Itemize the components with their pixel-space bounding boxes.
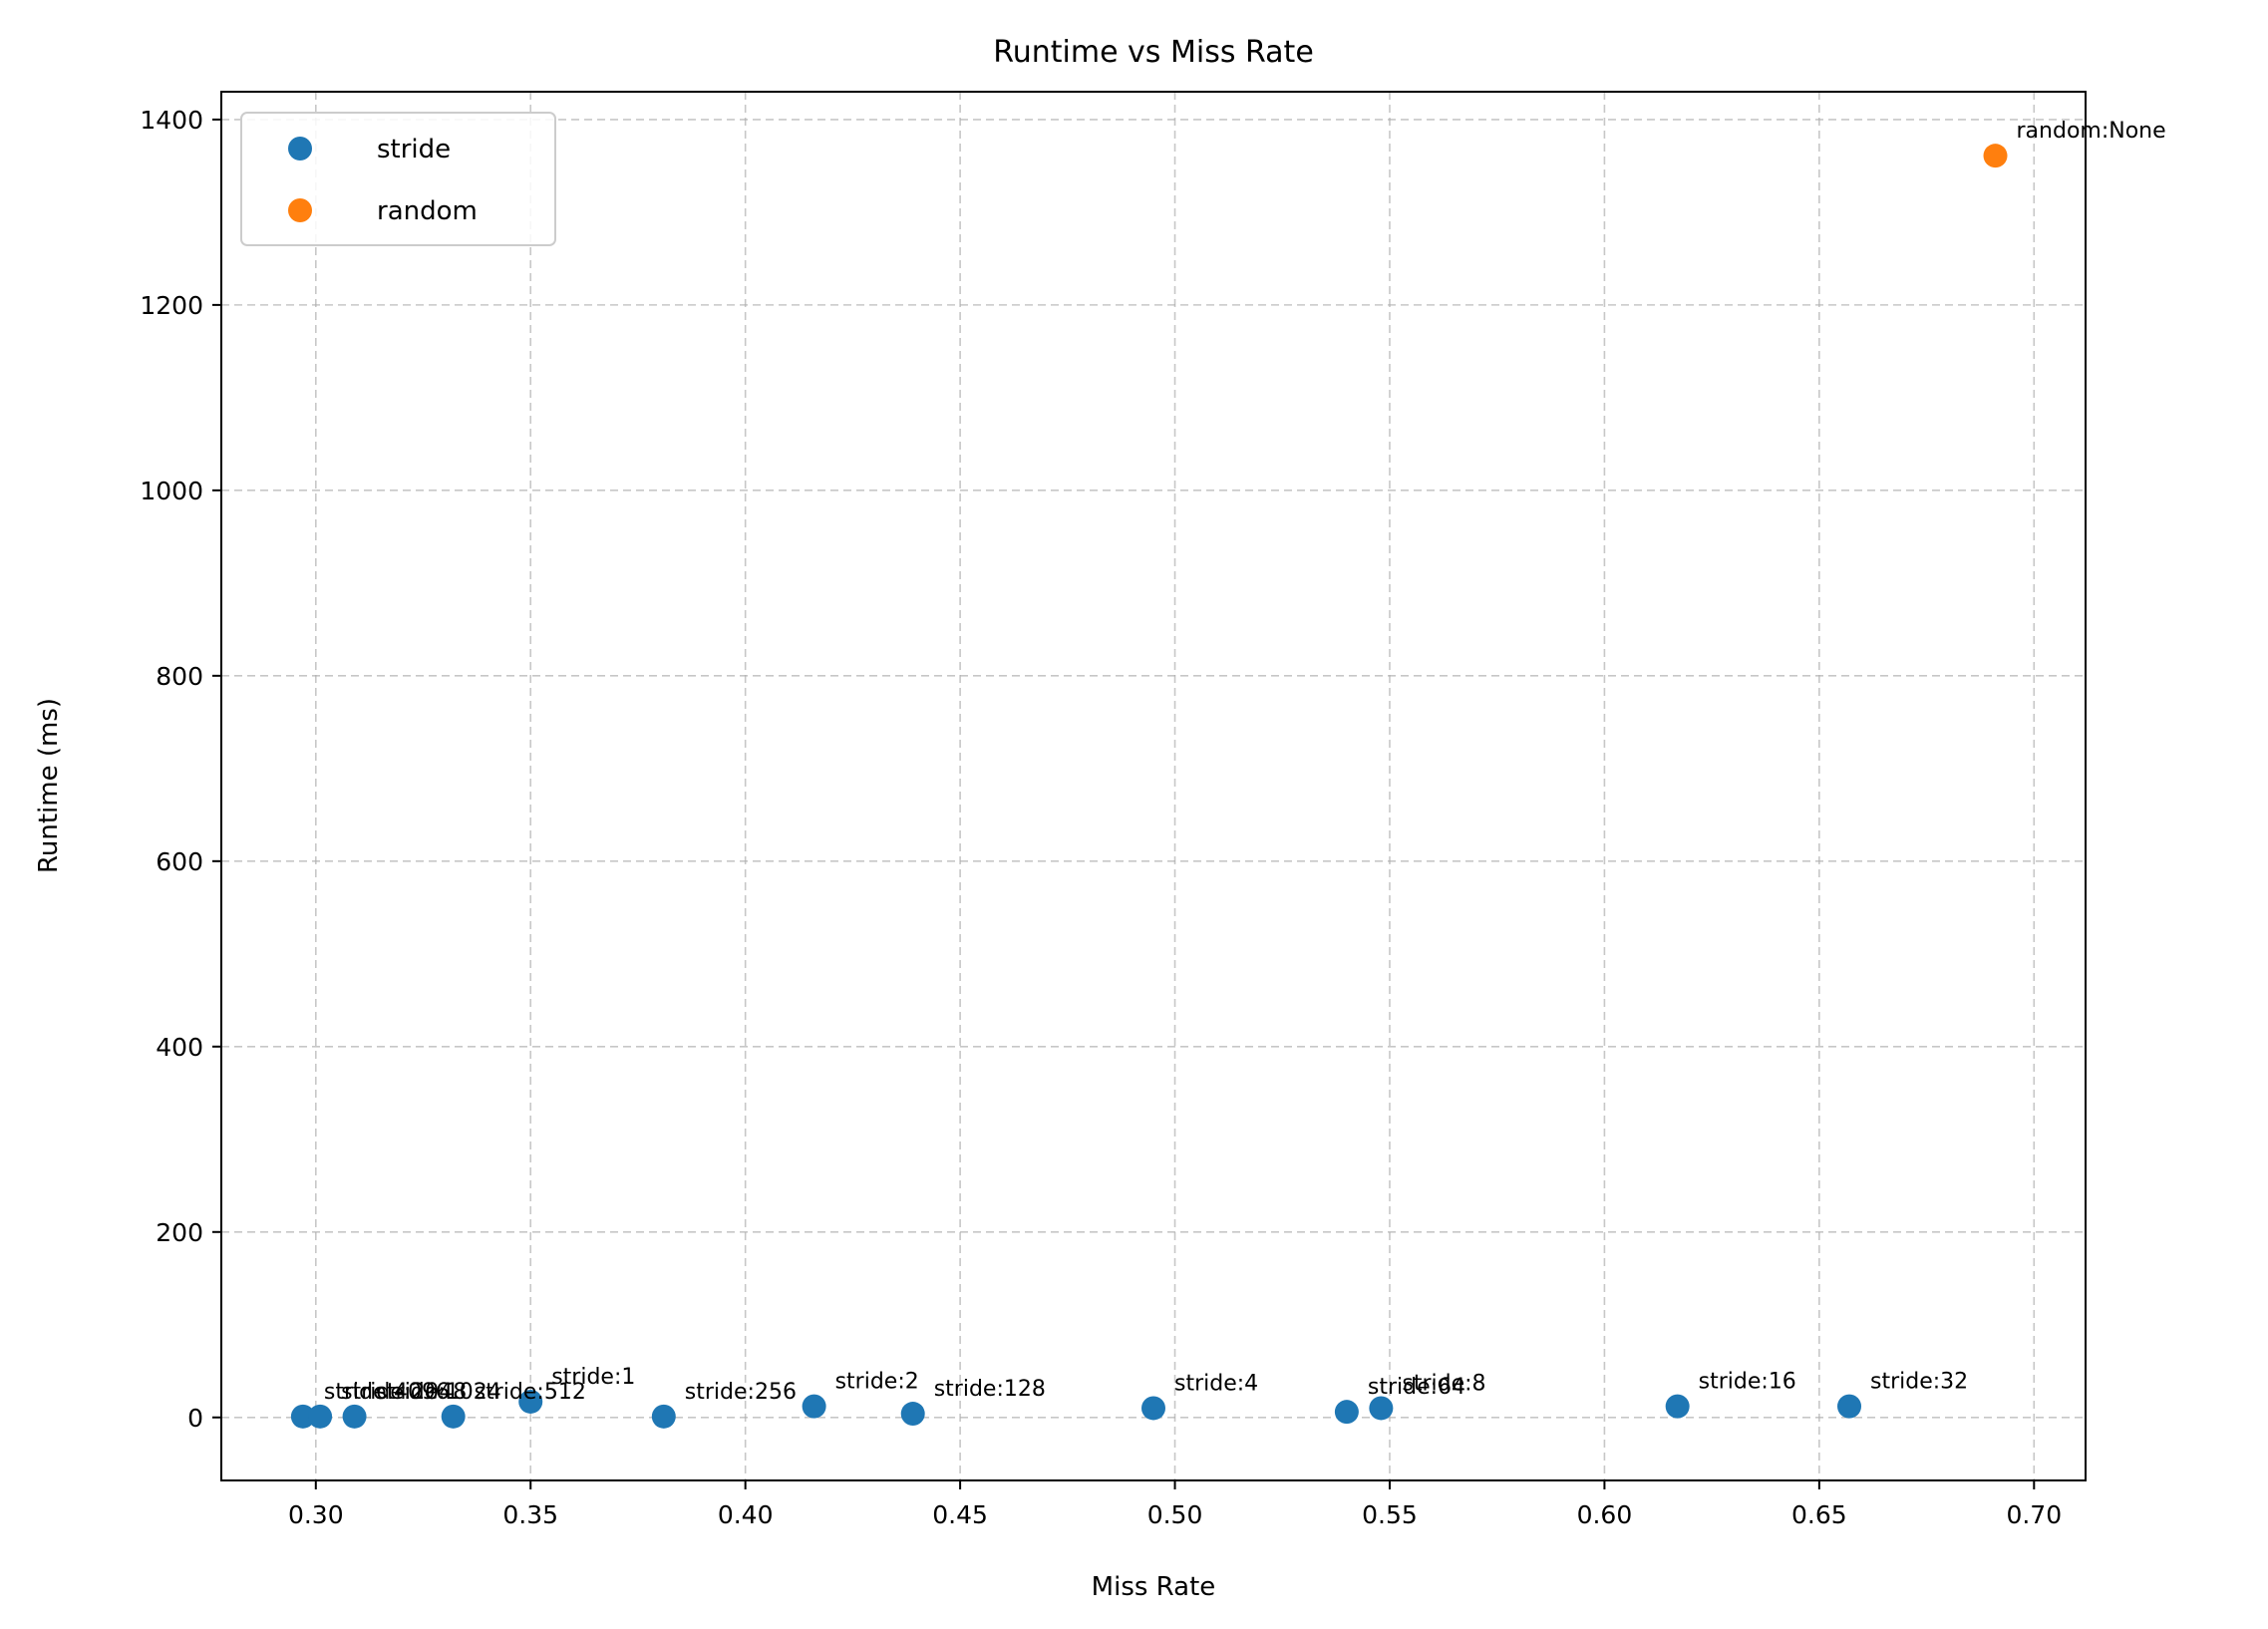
- point-annotation: stride:1: [551, 1365, 635, 1390]
- point-annotation: stride:4: [1174, 1371, 1258, 1396]
- y-tick-label: 1000: [140, 477, 203, 505]
- point-annotation: stride:16: [1699, 1370, 1796, 1395]
- scatter-point-stride: [802, 1394, 826, 1419]
- x-tick-label: 0.60: [1577, 1500, 1633, 1529]
- plot-area-frame: [220, 91, 2087, 1481]
- x-tick-label: 0.30: [288, 1500, 344, 1529]
- y-tick-label: 1400: [140, 106, 203, 135]
- y-tick-label: 400: [156, 1033, 203, 1062]
- scatter-point-stride: [308, 1404, 333, 1429]
- y-tick-label: 200: [156, 1218, 203, 1247]
- scatter-point-stride: [518, 1389, 543, 1414]
- x-tick-label: 0.65: [1791, 1500, 1847, 1529]
- x-tick-label: 0.70: [2006, 1500, 2062, 1529]
- x-tick-label: 0.35: [502, 1500, 558, 1529]
- scatter-point-stride: [651, 1404, 676, 1429]
- scatter-point-stride: [1369, 1396, 1394, 1421]
- point-annotation: stride:128: [934, 1377, 1046, 1402]
- x-tick-label: 0.45: [932, 1500, 988, 1529]
- point-annotation: random:None: [2017, 119, 2166, 144]
- legend-label-stride: stride: [377, 135, 451, 164]
- scatter-point-stride: [900, 1402, 925, 1427]
- legend-label-random: random: [377, 196, 478, 226]
- point-annotation: stride:2048: [341, 1380, 467, 1405]
- scatter-point-stride: [441, 1404, 466, 1429]
- point-annotation: stride:512: [475, 1380, 586, 1405]
- data-points: [290, 144, 2008, 1429]
- x-tick-label: 0.40: [718, 1500, 774, 1529]
- legend-marker-random: [288, 198, 312, 222]
- y-tick-label: 800: [156, 662, 203, 691]
- x-axis-ticks: 0.30 0.35 0.40 0.45 0.50 0.55 0.60 0.65 0.70: [288, 1480, 2062, 1529]
- y-axis-label: Runtime (ms): [34, 698, 64, 873]
- scatter-point-random: [1983, 144, 2008, 168]
- point-annotation: stride:8: [1402, 1371, 1485, 1396]
- point-annotation: stride:256: [685, 1380, 797, 1405]
- x-tick-label: 0.50: [1147, 1500, 1203, 1529]
- y-tick-label: 1200: [140, 291, 203, 320]
- legend-marker-stride: [288, 137, 312, 161]
- scatter-point-stride: [290, 1404, 315, 1429]
- y-tick-label: 0: [187, 1404, 203, 1433]
- point-annotation: stride:64: [1368, 1375, 1465, 1400]
- point-annotation: stride:32: [1870, 1370, 1968, 1395]
- point-annotations: stride:4096stride:2048stride:1024stride:…: [324, 119, 2166, 1405]
- scatter-point-stride: [1334, 1400, 1359, 1425]
- point-annotation: stride:4096: [324, 1380, 450, 1405]
- y-axis-ticks: 0 200 400 600 800 1000 1200 1400: [140, 106, 221, 1433]
- point-annotation: stride:1024: [376, 1380, 501, 1405]
- chart-title: Runtime vs Miss Rate: [993, 35, 1314, 70]
- legend-box: [240, 112, 556, 246]
- scatter-point-stride: [1665, 1394, 1690, 1419]
- y-tick-label: 600: [156, 847, 203, 876]
- scatter-point-stride: [1141, 1396, 1165, 1421]
- scatter-point-stride: [342, 1404, 367, 1429]
- point-annotation: stride:2: [835, 1370, 919, 1395]
- legend: stride random: [240, 112, 556, 246]
- grid: [221, 92, 2086, 1480]
- x-axis-label: Miss Rate: [1092, 1572, 1216, 1602]
- x-tick-label: 0.55: [1362, 1500, 1418, 1529]
- scatter-point-stride: [1837, 1394, 1862, 1419]
